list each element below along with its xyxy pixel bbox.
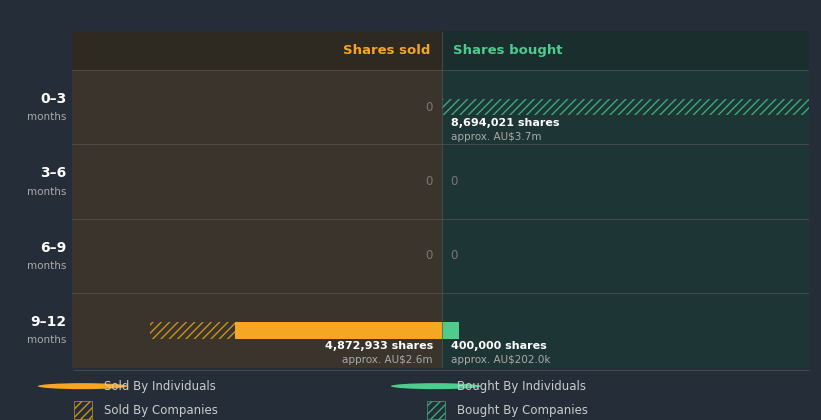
Bar xyxy=(427,402,445,419)
Bar xyxy=(442,70,809,367)
Text: approx. AU$202.0k: approx. AU$202.0k xyxy=(451,354,550,365)
Text: 0: 0 xyxy=(425,101,433,114)
Bar xyxy=(72,70,442,367)
Text: 9–12: 9–12 xyxy=(30,315,67,329)
Text: months: months xyxy=(27,187,67,197)
Text: Bought By Companies: Bought By Companies xyxy=(457,404,589,417)
Text: Shares bought: Shares bought xyxy=(452,45,562,57)
Text: months: months xyxy=(27,261,67,271)
Text: Sold By Individuals: Sold By Individuals xyxy=(104,380,216,393)
Text: 0: 0 xyxy=(451,249,458,262)
Bar xyxy=(442,32,809,70)
Circle shape xyxy=(391,383,481,389)
Text: approx. AU$2.6m: approx. AU$2.6m xyxy=(342,354,433,365)
Text: Bought By Individuals: Bought By Individuals xyxy=(457,380,586,393)
Text: 400,000 shares: 400,000 shares xyxy=(451,341,546,351)
Text: 8,694,021 shares: 8,694,021 shares xyxy=(451,118,559,128)
Bar xyxy=(442,322,459,339)
Bar xyxy=(74,402,92,419)
Text: 3–6: 3–6 xyxy=(40,166,67,180)
Text: Sold By Companies: Sold By Companies xyxy=(104,404,218,417)
Text: approx. AU$3.7m: approx. AU$3.7m xyxy=(451,131,541,142)
Text: 0: 0 xyxy=(451,175,458,188)
Text: 0–3: 0–3 xyxy=(40,92,67,106)
Circle shape xyxy=(38,383,128,389)
Bar xyxy=(149,322,235,339)
Text: 0: 0 xyxy=(425,175,433,188)
Text: 4,872,933 shares: 4,872,933 shares xyxy=(324,341,433,351)
Text: months: months xyxy=(27,113,67,122)
Bar xyxy=(235,322,442,339)
Text: 6–9: 6–9 xyxy=(40,241,67,255)
Text: 0: 0 xyxy=(425,249,433,262)
Text: months: months xyxy=(27,336,67,345)
Bar xyxy=(442,99,809,116)
Text: Shares sold: Shares sold xyxy=(343,45,431,57)
Bar xyxy=(72,32,442,70)
